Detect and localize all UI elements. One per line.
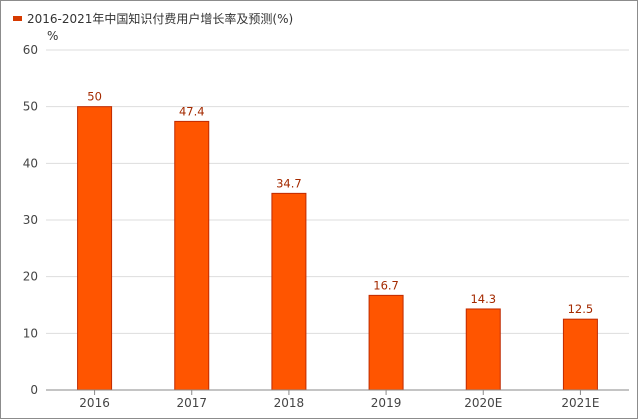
x-tick-label: 2020E xyxy=(464,396,502,410)
x-tick-label: 2018 xyxy=(274,396,305,410)
bar[interactable] xyxy=(465,308,501,391)
bar[interactable] xyxy=(271,192,307,391)
value-label: 14.3 xyxy=(470,292,496,306)
y-tick-label: 60 xyxy=(23,43,38,57)
legend-swatch xyxy=(13,16,22,21)
value-label: 12.5 xyxy=(568,302,594,316)
y-tick-label: 30 xyxy=(23,213,38,227)
y-tick-label: 50 xyxy=(23,100,38,114)
legend[interactable]: 2016-2021年中国知识付费用户增长率及预测(%) xyxy=(13,10,293,27)
value-label: 47.4 xyxy=(179,104,205,118)
y-tick-label: 0 xyxy=(30,383,38,397)
y-tick-label: 40 xyxy=(23,156,38,170)
y-tick-label: 20 xyxy=(23,270,38,284)
x-tick-label: 2021E xyxy=(561,396,599,410)
y-axis-unit: % xyxy=(47,29,58,43)
bar[interactable] xyxy=(174,120,210,391)
value-labels: 50 47.4 34.7 16.7 14.3 12.5 xyxy=(87,90,594,316)
bar[interactable] xyxy=(77,106,113,391)
bar[interactable] xyxy=(368,294,404,391)
value-label: 16.7 xyxy=(373,278,399,292)
y-axis-ticks: 0 10 20 30 40 50 60 xyxy=(23,43,38,397)
x-tick-label: 2019 xyxy=(371,396,402,410)
value-label: 50 xyxy=(87,90,102,104)
bar[interactable] xyxy=(562,318,598,391)
x-tick-label: 2017 xyxy=(176,396,207,410)
y-tick-label: 10 xyxy=(23,326,38,340)
legend-label: 2016-2021年中国知识付费用户增长率及预测(%) xyxy=(27,12,294,26)
bars xyxy=(77,106,598,391)
value-label: 34.7 xyxy=(276,176,302,190)
gridlines xyxy=(46,49,629,334)
x-tick-label: 2016 xyxy=(79,396,110,410)
x-axis-ticks: 2016 2017 2018 2019 2020E 2021E xyxy=(79,390,599,410)
